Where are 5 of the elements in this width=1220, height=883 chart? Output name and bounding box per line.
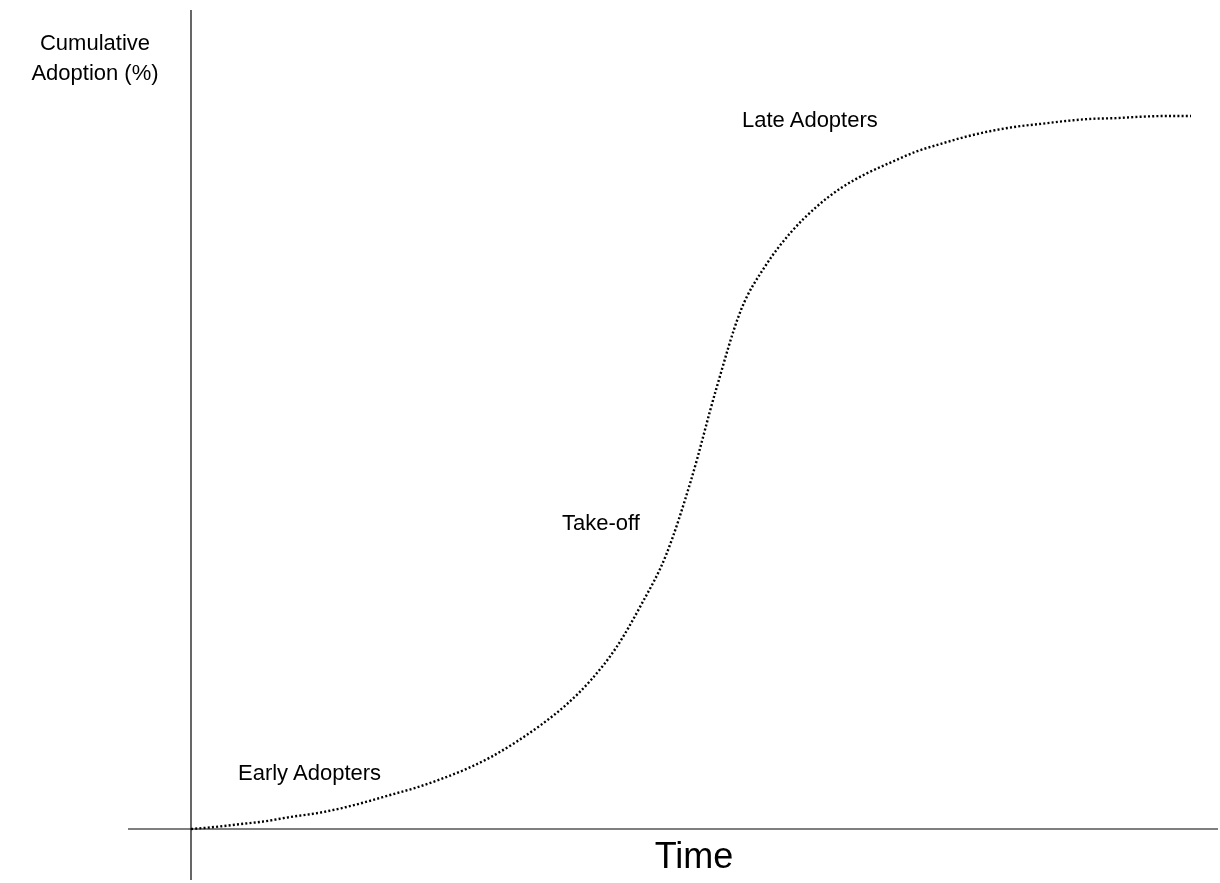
x-axis-title: Time: [654, 835, 734, 876]
annotation: Early Adopters: [238, 760, 382, 785]
annotation: Late Adopters: [742, 107, 878, 132]
annotation: Take-off: [562, 510, 641, 535]
y-axis-title: Cumulative Adoption (%): [31, 30, 159, 85]
